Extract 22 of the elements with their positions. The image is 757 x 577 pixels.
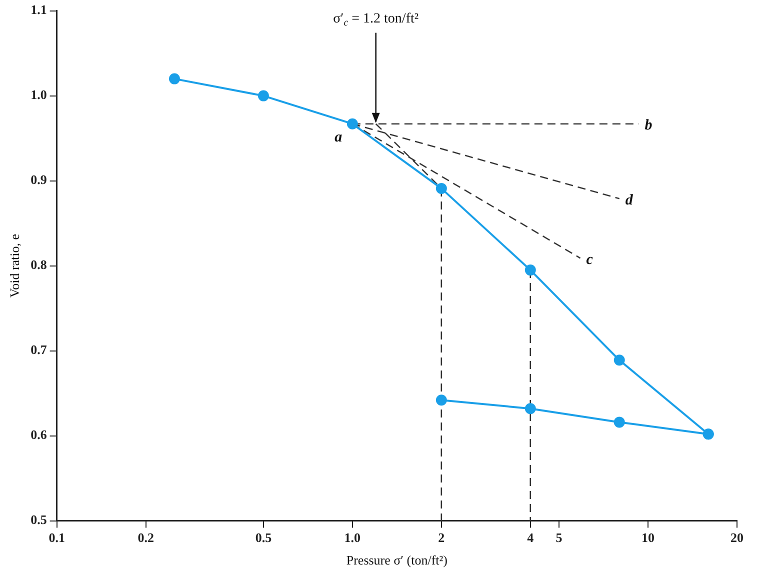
y-axis-title: Void ratio, e (7, 234, 22, 298)
x-tick-label: 5 (556, 530, 563, 545)
x-tick-label: 1.0 (344, 530, 361, 545)
annotation: b (644, 118, 653, 134)
x-tick-label: 0.1 (48, 530, 65, 545)
x-axis-title: Pressure σ′ (ton/ft²) (346, 552, 448, 568)
x-tick-label: 2 (438, 530, 445, 545)
y-tick-label: 0.9 (30, 172, 48, 188)
y-tick-label: 0.6 (30, 427, 48, 442)
y-tick-label: 1.0 (30, 87, 47, 102)
y-tick-label: 1.1 (30, 2, 47, 18)
annotation: a (334, 130, 343, 146)
x-tick-label: 20 (730, 530, 744, 545)
x-tick-label: 4 (527, 530, 534, 545)
x-tick-label: 10 (642, 530, 655, 545)
y-tick-label: 0.7 (30, 342, 48, 358)
y-tick-label: 0.5 (30, 512, 48, 528)
y-tick-label: 0.8 (30, 257, 48, 272)
x-tick-label: 0.5 (255, 530, 272, 545)
x-tick-label: 0.2 (138, 530, 154, 545)
annotation: c (586, 252, 594, 268)
annotation: d (625, 192, 634, 209)
